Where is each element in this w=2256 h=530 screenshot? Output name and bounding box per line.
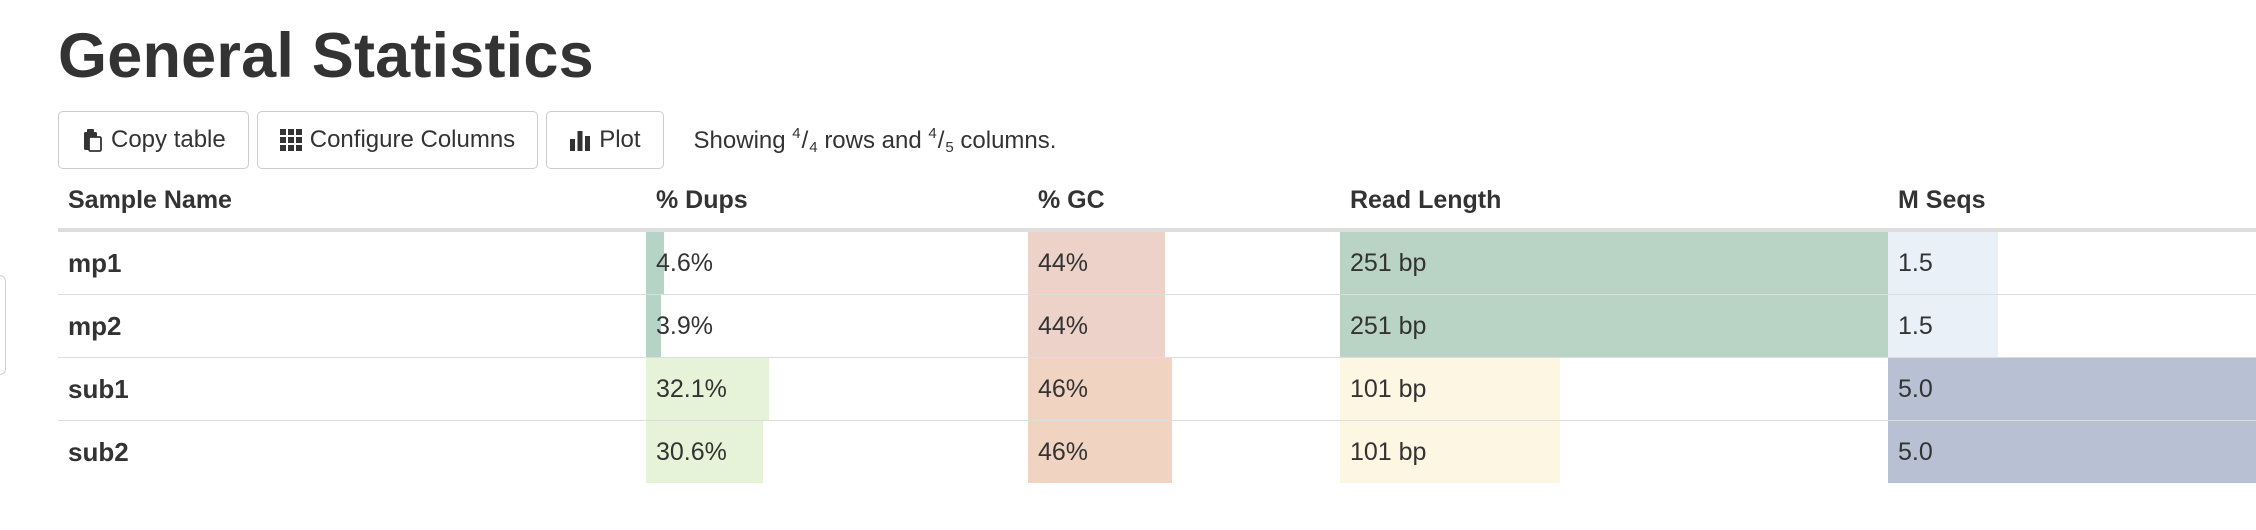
sample-name-cell: mp2 bbox=[58, 294, 646, 358]
page-title: General Statistics bbox=[58, 21, 594, 91]
m-seqs-value: 5.0 bbox=[1898, 374, 1933, 403]
read-length-cell-wrapper: 251 bp bbox=[1340, 295, 1888, 357]
m-seqs-bar bbox=[1888, 358, 2256, 420]
table-header-row: Sample Name % Dups % GC Read Length M Se… bbox=[58, 172, 2256, 232]
gc-bar bbox=[1028, 295, 1166, 357]
header-sample-name[interactable]: Sample Name bbox=[58, 172, 646, 232]
gc-cell-wrapper: 44% bbox=[1028, 295, 1340, 357]
configure-columns-button[interactable]: Configure Columns bbox=[256, 111, 539, 169]
gc-cell-wrapper: 46% bbox=[1028, 358, 1340, 420]
clipboard-icon bbox=[81, 128, 103, 152]
gc-value: 44% bbox=[1038, 311, 1089, 340]
general-stats-table: Sample Name % Dups % GC Read Length M Se… bbox=[58, 172, 2256, 483]
m-seqs-cell: 5.0 bbox=[1888, 420, 2256, 483]
gc-cell: 46% bbox=[1028, 357, 1340, 421]
m-seqs-cell-wrapper: 1.5 bbox=[1888, 295, 2256, 357]
grid-icon bbox=[279, 129, 302, 151]
m-seqs-cell-wrapper: 5.0 bbox=[1888, 421, 2256, 483]
table-row: sub2 30.6% 46% 101 bp 5.0 bbox=[58, 420, 2256, 483]
table-status-text: Showing 4/4 rows and 4/5 columns. bbox=[693, 124, 1057, 156]
gc-cell: 46% bbox=[1028, 420, 1340, 483]
read-length-cell: 101 bp bbox=[1340, 357, 1888, 421]
table-row: mp1 4.6% 44% 251 bp 1.5 bbox=[58, 229, 2256, 295]
plot-label: Plot bbox=[599, 126, 641, 153]
configure-columns-label: Configure Columns bbox=[309, 126, 516, 153]
read-length-cell-wrapper: 101 bp bbox=[1340, 358, 1888, 420]
m-seqs-cell: 5.0 bbox=[1888, 357, 2256, 421]
read-length-cell: 101 bp bbox=[1340, 420, 1888, 483]
read-length-cell-wrapper: 251 bp bbox=[1340, 232, 1888, 294]
read-length-value: 251 bp bbox=[1350, 248, 1427, 277]
dups-bar bbox=[646, 421, 763, 483]
gc-value: 44% bbox=[1038, 248, 1089, 277]
m-seqs-bar bbox=[1888, 232, 1999, 294]
read-length-cell: 251 bp bbox=[1340, 294, 1888, 358]
m-seqs-value: 1.5 bbox=[1898, 248, 1933, 277]
dups-bar bbox=[646, 358, 769, 420]
dups-cell-wrapper: 3.9% bbox=[646, 295, 1028, 357]
dups-cell-wrapper: 32.1% bbox=[646, 358, 1028, 420]
sample-name-cell: mp1 bbox=[58, 229, 646, 295]
read-length-bar bbox=[1340, 295, 1888, 357]
read-length-bar bbox=[1340, 358, 1561, 420]
dups-cell-wrapper: 30.6% bbox=[646, 421, 1028, 483]
copy-table-button[interactable]: Copy table bbox=[58, 111, 249, 169]
m-seqs-bar bbox=[1888, 421, 2256, 483]
read-length-cell: 251 bp bbox=[1340, 229, 1888, 295]
read-length-cell-wrapper: 101 bp bbox=[1340, 421, 1888, 483]
read-length-bar bbox=[1340, 421, 1561, 483]
read-length-value: 101 bp bbox=[1350, 437, 1427, 466]
gc-value: 46% bbox=[1038, 437, 1089, 466]
rows-fraction: 4/4 bbox=[792, 124, 818, 156]
sample-name-cell: sub2 bbox=[58, 420, 646, 483]
gc-bar bbox=[1028, 358, 1172, 420]
dups-value: 3.9% bbox=[656, 311, 713, 340]
m-seqs-bar bbox=[1888, 295, 1999, 357]
dups-value: 30.6% bbox=[656, 437, 727, 466]
header-gc[interactable]: % GC bbox=[1028, 172, 1340, 232]
gc-bar bbox=[1028, 232, 1166, 294]
table-toolbar: Copy table Configure Columns Plot bbox=[58, 110, 1056, 170]
m-seqs-cell-wrapper: 5.0 bbox=[1888, 358, 2256, 420]
header-read-length[interactable]: Read Length bbox=[1340, 172, 1888, 232]
m-seqs-value: 1.5 bbox=[1898, 311, 1933, 340]
m-seqs-value: 5.0 bbox=[1898, 437, 1933, 466]
dups-bar bbox=[646, 232, 664, 294]
dups-cell: 4.6% bbox=[646, 229, 1028, 295]
header-dups[interactable]: % Dups bbox=[646, 172, 1028, 232]
gc-value: 46% bbox=[1038, 374, 1089, 403]
sample-name-cell: sub1 bbox=[58, 357, 646, 421]
dups-cell: 30.6% bbox=[646, 420, 1028, 483]
dups-cell: 32.1% bbox=[646, 357, 1028, 421]
gc-cell: 44% bbox=[1028, 294, 1340, 358]
dups-cell-wrapper: 4.6% bbox=[646, 232, 1028, 294]
dups-cell: 3.9% bbox=[646, 294, 1028, 358]
side-panel-tab[interactable] bbox=[0, 275, 6, 375]
gc-cell: 44% bbox=[1028, 229, 1340, 295]
header-m-seqs[interactable]: M Seqs bbox=[1888, 172, 2256, 232]
dups-value: 32.1% bbox=[656, 374, 727, 403]
read-length-value: 101 bp bbox=[1350, 374, 1427, 403]
m-seqs-cell-wrapper: 1.5 bbox=[1888, 232, 2256, 294]
read-length-value: 251 bp bbox=[1350, 311, 1427, 340]
columns-fraction: 4/5 bbox=[928, 124, 954, 156]
table-row: sub1 32.1% 46% 101 bp 5.0 bbox=[58, 357, 2256, 421]
table-body: mp1 4.6% 44% 251 bp 1.5 mp2 3.9% 44% 251 bp 1.5 su… bbox=[58, 229, 2256, 483]
m-seqs-cell: 1.5 bbox=[1888, 229, 2256, 295]
m-seqs-cell: 1.5 bbox=[1888, 294, 2256, 358]
gc-bar bbox=[1028, 421, 1172, 483]
dups-value: 4.6% bbox=[656, 248, 713, 277]
gc-cell-wrapper: 44% bbox=[1028, 232, 1340, 294]
table-row: mp2 3.9% 44% 251 bp 1.5 bbox=[58, 294, 2256, 358]
dups-bar bbox=[646, 295, 661, 357]
copy-table-label: Copy table bbox=[111, 126, 226, 153]
plot-button[interactable]: Plot bbox=[546, 111, 664, 169]
read-length-bar bbox=[1340, 232, 1888, 294]
bar-chart-icon bbox=[569, 129, 591, 151]
gc-cell-wrapper: 46% bbox=[1028, 421, 1340, 483]
